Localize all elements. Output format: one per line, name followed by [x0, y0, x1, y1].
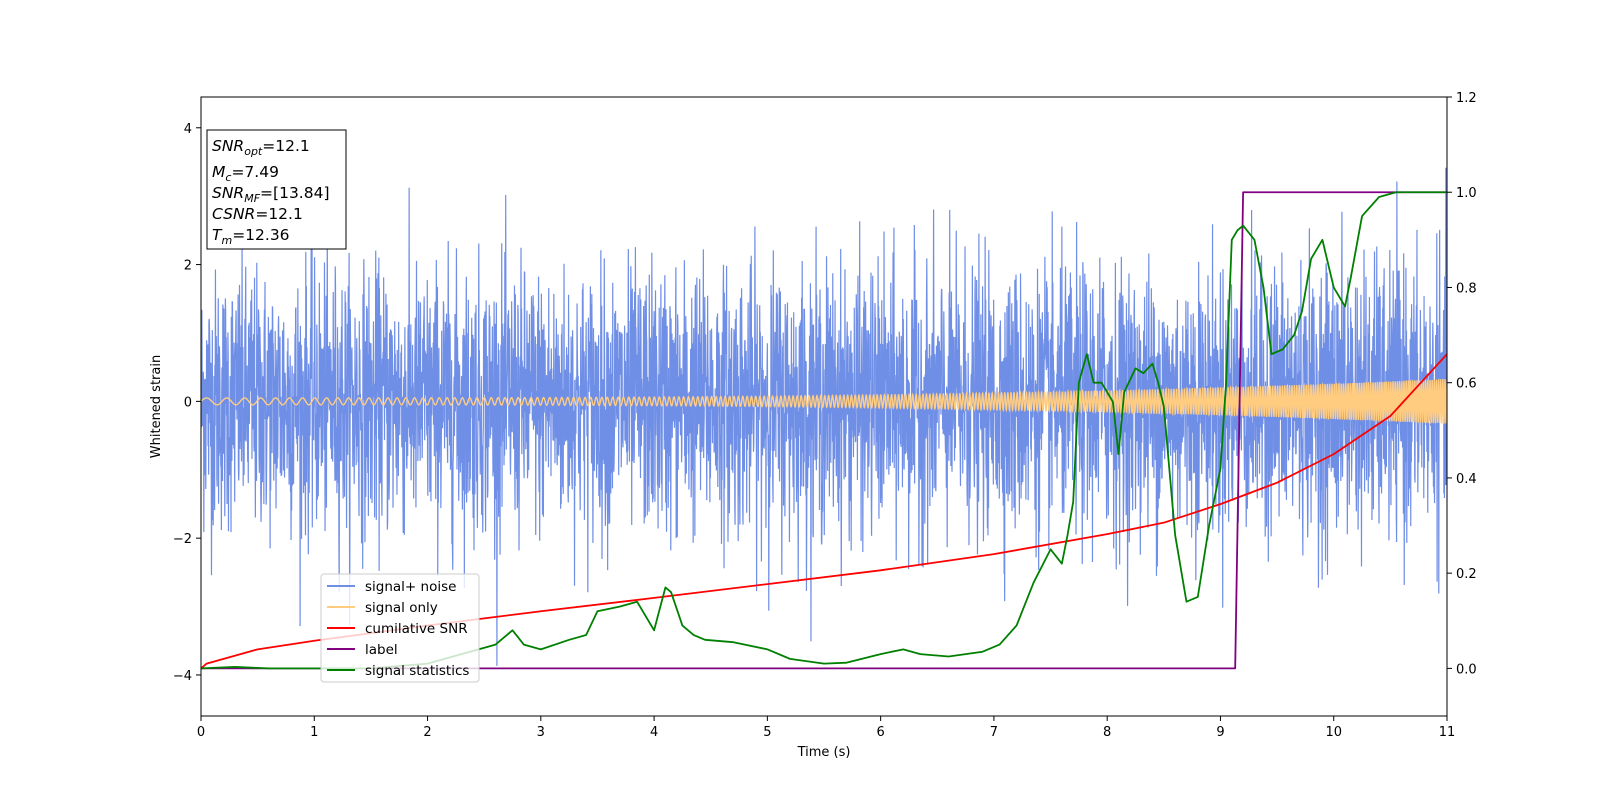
- mc-text: Mc=7.49: [212, 163, 279, 184]
- y-axis-right-ticks: 0.0 0.2 0.4 0.6 0.8 1.0 1.2: [1447, 91, 1477, 677]
- right-axis-series: [201, 191, 1447, 670]
- plot-frame: [200, 96, 1448, 717]
- x-tick-label: 8: [1103, 725, 1111, 740]
- legend: signal+ noise signal only cumilative SNR la…: [320, 573, 480, 683]
- y-right-tick-label: 1.0: [1456, 186, 1477, 201]
- csnr-text: CSNR=12.1: [212, 205, 303, 223]
- snr-mf-text: SNRMF=[13.84]: [212, 184, 330, 205]
- label-line: [201, 191, 1447, 670]
- x-tick-label: 4: [650, 725, 658, 740]
- x-tick-label: 6: [876, 725, 884, 740]
- tm-text: Tm=12.36: [212, 226, 290, 247]
- x-tick-label: 10: [1325, 725, 1342, 740]
- y-left-tick-label: 2: [184, 259, 192, 274]
- y-right-tick-label: 0.6: [1456, 377, 1477, 392]
- legend-frame: [320, 573, 480, 683]
- y-right-tick-label: 0.4: [1456, 472, 1477, 487]
- y-right-tick-label: 0.2: [1456, 567, 1477, 582]
- x-tick-label: 0: [197, 725, 205, 740]
- x-tick-label: 9: [1216, 725, 1224, 740]
- legend-label: cumilative SNR: [365, 621, 468, 637]
- y-left-tick-label: −2: [173, 532, 192, 547]
- x-tick-label: 2: [423, 725, 431, 740]
- x-tick-label: 11: [1439, 725, 1456, 740]
- x-axis-ticks: 0 1 2 3 4 5 6 7 8 9 10 11: [197, 716, 1455, 740]
- y-right-tick-label: 1.2: [1456, 91, 1477, 106]
- x-tick-label: 5: [763, 725, 771, 740]
- legend-label: signal statistics: [365, 663, 469, 679]
- y-axis-label: Whitened strain: [149, 355, 164, 458]
- y-right-tick-label: 0.8: [1456, 281, 1477, 296]
- legend-label: label: [365, 642, 398, 658]
- legend-label: signal+ noise: [365, 579, 456, 595]
- y-left-tick-label: −4: [173, 669, 192, 684]
- x-tick-label: 7: [990, 725, 998, 740]
- snr-opt-text: SNRopt=12.1: [212, 137, 310, 158]
- info-box: SNRopt=12.1 Mc=7.49SNRMF=[13.84]CSNR=12.1…: [206, 129, 347, 250]
- x-axis-label: Time (s): [797, 745, 851, 760]
- info-box-frame: [206, 129, 347, 250]
- cumulative-snr-line: [201, 353, 1447, 670]
- legend-label: signal only: [365, 600, 438, 616]
- signal-statistics-line: [201, 191, 1447, 670]
- y-right-tick-label: 0.0: [1456, 662, 1477, 677]
- y-axis-left-ticks: −4 −2 0 2 4: [173, 122, 201, 684]
- y-left-tick-label: 4: [184, 122, 192, 137]
- y-left-tick-label: 0: [184, 395, 192, 410]
- x-tick-label: 3: [537, 725, 545, 740]
- x-tick-label: 1: [310, 725, 318, 740]
